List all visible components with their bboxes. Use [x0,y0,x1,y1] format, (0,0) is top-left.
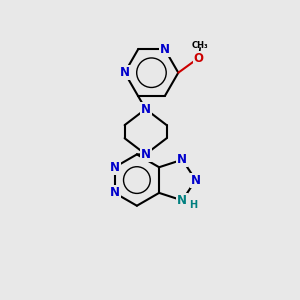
Text: N: N [191,174,201,187]
Text: N: N [177,194,187,207]
Text: N: N [110,161,120,174]
Text: CH₃: CH₃ [192,41,208,50]
Text: N: N [160,43,170,56]
Text: N: N [141,103,151,116]
Text: N: N [177,153,187,166]
Text: O: O [194,52,204,64]
Text: N: N [110,186,120,200]
Text: H: H [189,200,197,210]
Text: N: N [120,66,130,79]
Text: N: N [141,148,151,161]
